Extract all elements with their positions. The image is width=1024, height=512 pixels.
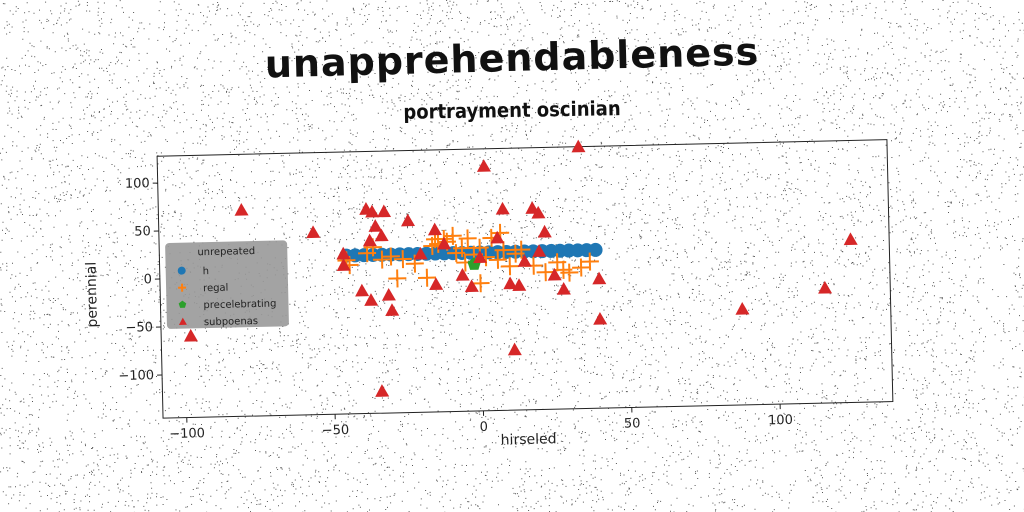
legend-entry-precelebrating: precelebrating [203, 299, 276, 312]
point-subpoenas [377, 204, 392, 218]
point-regal [417, 268, 437, 287]
point-regal [494, 241, 513, 260]
point-subpoenas [735, 301, 750, 315]
point-regal [405, 254, 424, 273]
x-tick-label: −50 [322, 423, 350, 439]
point-subpoenas [385, 303, 400, 316]
point-subpoenas [234, 202, 249, 216]
point-subpoenas [512, 278, 527, 292]
point-subpoenas [473, 250, 488, 264]
plot-frame [156, 139, 894, 419]
point-regal [500, 257, 519, 276]
point-regal [388, 269, 407, 288]
point-subpoenas [381, 287, 396, 301]
legend-box [165, 240, 289, 329]
legend-entry-subpoenas: subpoenas [204, 316, 258, 328]
point-subpoenas [571, 139, 586, 153]
point-subpoenas [495, 201, 510, 215]
point-subpoenas [476, 159, 491, 172]
y-tick-label: −50 [125, 320, 153, 336]
point-subpoenas [531, 205, 546, 219]
point-subpoenas [532, 244, 547, 257]
point-subpoenas [464, 279, 479, 293]
point-subpoenas [455, 268, 470, 281]
point-regal [443, 226, 462, 245]
y-tick-label: 0 [143, 272, 152, 287]
x-tick-label: 100 [768, 413, 793, 429]
x-tick-label: −100 [169, 426, 205, 442]
point-subpoenas [336, 246, 351, 260]
point-subpoenas [375, 384, 390, 397]
legend-marker-regal [178, 283, 187, 292]
point-regal [536, 263, 555, 282]
legend-marker-subpoenas [178, 317, 187, 325]
series-regal [337, 223, 599, 293]
point-subpoenas [547, 267, 562, 281]
point-subpoenas [306, 225, 321, 239]
point-subpoenas [336, 258, 351, 272]
legend-marker-h [177, 266, 186, 275]
point-regal [458, 229, 477, 248]
point-h [588, 242, 603, 257]
y-tick-label: −100 [118, 368, 154, 384]
point-subpoenas [364, 293, 379, 306]
point-regal [393, 250, 412, 269]
point-regal [373, 250, 392, 269]
point-subpoenas [437, 236, 452, 250]
y-axis-label: perennial [83, 262, 100, 328]
point-subpoenas [401, 213, 416, 227]
point-subpoenas [593, 311, 608, 325]
point-subpoenas [355, 283, 370, 297]
point-subpoenas [537, 224, 552, 238]
x-tick-label: 50 [624, 416, 641, 431]
x-axis-label: hirseled [501, 431, 557, 448]
point-subpoenas [427, 222, 442, 236]
point-subpoenas [362, 233, 377, 247]
legend: unrepeated h regal precelebrating subpoenas [165, 240, 289, 329]
legend-marker-precelebrating [178, 300, 187, 308]
y-tick-label: 100 [125, 176, 150, 192]
point-regal [452, 239, 471, 258]
point-subpoenas [365, 204, 380, 218]
legend-entry-regal: regal [203, 283, 229, 295]
point-subpoenas [368, 219, 383, 232]
point-regal [512, 240, 531, 259]
point-regal [471, 274, 490, 293]
point-regal [580, 252, 599, 271]
point-subpoenas [374, 228, 389, 242]
y-tick-label: 50 [134, 224, 151, 239]
point-subpoenas [183, 328, 198, 342]
legend-title: unrepeated [197, 246, 255, 258]
point-subpoenas [413, 246, 428, 260]
point-subpoenas [517, 254, 532, 267]
point-subpoenas [503, 276, 518, 290]
point-regal [488, 250, 507, 269]
point-subpoenas [507, 342, 522, 356]
point-regal [560, 263, 579, 282]
point-subpoenas [592, 271, 607, 285]
x-tick-label: 0 [480, 420, 489, 435]
point-subpoenas [429, 277, 444, 291]
legend-entry-h: h [203, 266, 210, 277]
point-subpoenas [490, 230, 505, 244]
point-subpoenas [843, 232, 858, 246]
series-subpoenas [183, 139, 858, 397]
point-subpoenas [556, 282, 571, 295]
point-regal [381, 247, 400, 266]
point-subpoenas [818, 280, 833, 294]
